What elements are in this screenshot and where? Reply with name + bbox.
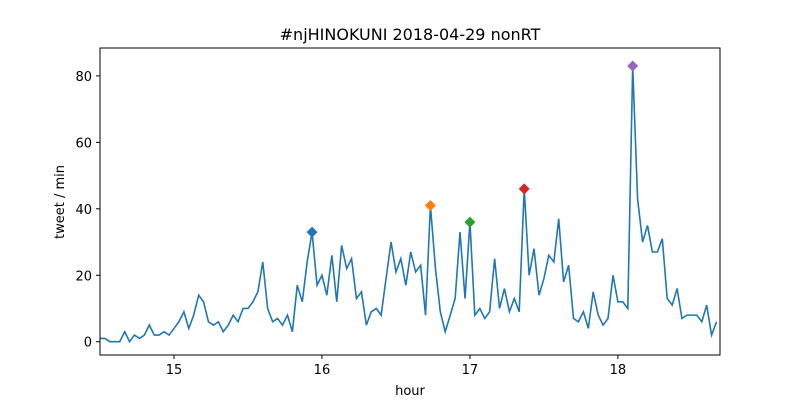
y-tick-label: 40: [75, 203, 92, 218]
plot-frame: [99, 47, 721, 356]
peak-marker: [464, 216, 476, 228]
y-axis-label: tweet / min: [53, 165, 68, 239]
peak-marker: [627, 60, 639, 72]
peak-marker: [518, 183, 530, 195]
chart-title: #njHINOKUNI 2018-04-29 nonRT: [280, 25, 541, 44]
x-tick-label: 16: [314, 363, 331, 378]
y-tick-label: 60: [75, 136, 92, 151]
x-tick-label: 15: [166, 363, 183, 378]
x-axis-label: hour: [395, 384, 425, 399]
x-tick-label: 18: [610, 363, 627, 378]
line: [100, 65, 718, 344]
peak-marker: [424, 199, 436, 211]
y-tick-label: 80: [75, 70, 92, 85]
y-tick-label: 20: [75, 269, 92, 284]
peak-marker: [306, 226, 318, 238]
x-tick-label: 17: [462, 363, 479, 378]
y-tick-label: 0: [84, 336, 92, 351]
